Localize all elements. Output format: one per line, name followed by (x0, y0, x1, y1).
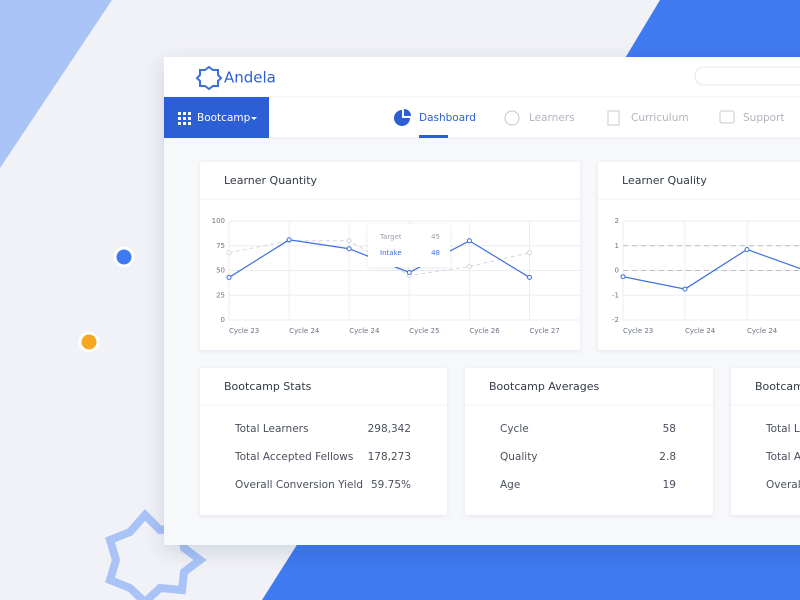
brand: Andela (224, 69, 276, 87)
x-tick-label: Cycle 26 (469, 327, 500, 335)
x-tick-label: Cycle 25 (409, 327, 439, 335)
logo-icon (195, 65, 223, 91)
stat-value: 19 (663, 479, 676, 491)
card (598, 162, 800, 350)
x-tick-label: Cycle 27 (530, 327, 560, 335)
point (744, 246, 750, 252)
tab-underline (419, 135, 448, 138)
y-tick-label: 75 (216, 242, 225, 250)
card-title: Learner Quality (622, 174, 707, 187)
card (200, 368, 447, 515)
stat-label: Overall Conversion Yield (235, 479, 363, 491)
tab[interactable]: Support (719, 110, 785, 124)
stat-label: Total Learners (234, 423, 308, 435)
stat-label: Cycle (500, 423, 529, 435)
menu-label: Bootcamp (197, 112, 251, 124)
stat-label: Total Accepted Fellows (234, 451, 353, 463)
point (620, 274, 626, 280)
stat-value: 298,342 (368, 423, 411, 435)
point (226, 250, 232, 256)
stat-label: Total Ac (765, 451, 800, 463)
y-tick-label: 100 (212, 217, 225, 225)
tooltip-label: Intake (380, 249, 402, 257)
y-tick-label: -1 (612, 291, 619, 299)
tab-label: Curriculum (631, 112, 689, 124)
stat-label: Overall (766, 479, 800, 491)
card-title: Bootcamp (755, 380, 800, 393)
bootcamp-menu[interactable]: Bootcamp (164, 97, 269, 138)
stat-value: 178,273 (368, 451, 411, 463)
tab-icon (404, 109, 411, 116)
tab-icon (394, 110, 410, 126)
y-tick-label: 25 (216, 291, 225, 299)
card (731, 368, 800, 515)
logo[interactable]: Andela (195, 65, 276, 91)
line (622, 248, 800, 290)
point (226, 274, 232, 280)
x-tick-label: Cycle 23 (623, 327, 653, 335)
stat-label: Age (500, 479, 520, 491)
tab-icon (719, 110, 735, 124)
tab-label: Dashboard (419, 112, 476, 124)
point (346, 246, 352, 252)
stat-label: Quality (500, 451, 538, 463)
tab[interactable]: Curriculum (607, 110, 689, 126)
point (527, 250, 532, 256)
point (286, 237, 292, 243)
x-tick-label: Cycle 24 (289, 327, 320, 335)
search-box[interactable] (694, 66, 800, 86)
tooltip (368, 224, 450, 267)
y-tick-label: 0 (615, 267, 619, 275)
stat-value: 58 (663, 423, 676, 435)
tab-icon (607, 110, 620, 126)
deco-shape (262, 540, 800, 600)
tab-icon (504, 110, 520, 126)
point (682, 286, 688, 292)
card (465, 368, 713, 515)
y-tick-label: -2 (612, 316, 619, 324)
point (527, 274, 532, 280)
deco-shape (0, 0, 112, 168)
stat-value: 2.8 (659, 451, 676, 463)
tooltip-value: 45 (431, 233, 440, 241)
point (466, 264, 472, 270)
x-tick-label: Cycle 24 (685, 327, 716, 335)
deco-dot (113, 246, 135, 268)
y-tick-label: 0 (221, 316, 225, 324)
y-tick-label: 1 (615, 242, 619, 250)
tab[interactable]: Dashboard (394, 109, 476, 138)
tab[interactable]: Learners (504, 110, 575, 126)
y-tick-label: 50 (216, 267, 225, 275)
point (466, 238, 472, 244)
deco-dot (78, 331, 100, 353)
tab-label: Learners (529, 112, 575, 124)
x-tick-label: Cycle 23 (229, 327, 259, 335)
point (406, 269, 412, 275)
y-tick-label: 2 (615, 217, 619, 225)
x-tick-label: Cycle 24 (349, 327, 380, 335)
tooltip-label: Target (379, 233, 402, 241)
stat-value: 59.75% (371, 479, 411, 491)
tooltip-value: 48 (431, 249, 440, 257)
card-title: Bootcamp Stats (224, 380, 312, 393)
grid-icon (178, 112, 191, 125)
card-title: Bootcamp Averages (489, 380, 599, 393)
deco-shape (618, 0, 800, 70)
tab-label: Support (743, 112, 785, 124)
stat-label: Total Le (765, 423, 800, 435)
card-title: Learner Quantity (224, 174, 318, 187)
x-tick-label: Cycle 24 (747, 327, 778, 335)
point (346, 238, 352, 244)
caret (251, 117, 257, 120)
